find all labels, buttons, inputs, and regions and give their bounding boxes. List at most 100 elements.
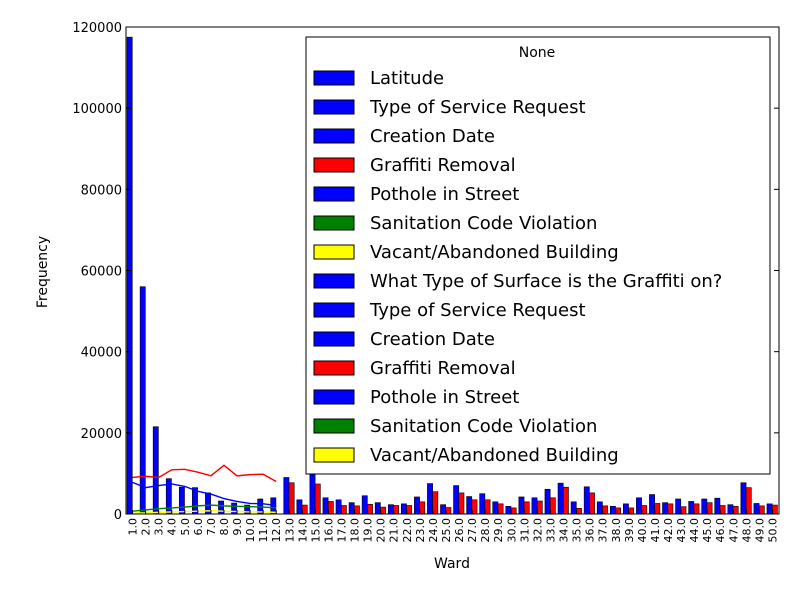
legend-label: Graffiti Removal (370, 155, 516, 176)
x-tick-label: 42.0 (662, 518, 675, 543)
bar (771, 504, 778, 515)
bar (680, 506, 687, 515)
bar (353, 505, 360, 515)
bar (609, 505, 616, 515)
lines-layer (132, 464, 277, 514)
bar (484, 499, 491, 515)
bar (549, 497, 556, 515)
bar (766, 503, 773, 515)
bar (753, 503, 760, 515)
bar (667, 503, 674, 515)
bar (296, 499, 303, 515)
legend-swatch (313, 273, 355, 289)
y-tick-label: 40000 (81, 346, 122, 361)
bar (740, 482, 747, 515)
x-tick-label: 49.0 (753, 518, 766, 543)
bar (340, 505, 347, 515)
legend-title: None (519, 45, 556, 61)
legend-swatch (313, 389, 355, 405)
x-tick-label: 45.0 (701, 518, 714, 543)
y-axis: 0 20000 40000 60000 80000 100000 120000 (72, 21, 779, 523)
bar (732, 505, 739, 515)
bar (615, 507, 622, 515)
x-tick-label: 44.0 (688, 518, 701, 543)
bar (152, 426, 159, 515)
bar (393, 505, 399, 515)
bar (602, 505, 608, 515)
bar (557, 482, 564, 515)
bar (374, 502, 381, 515)
bar (510, 507, 517, 515)
x-tick-label: 40.0 (636, 518, 649, 543)
legend-swatch (313, 157, 355, 173)
legend-swatch (313, 360, 355, 376)
legend-label: Vacant/Abandoned Building (370, 445, 619, 466)
legend-swatch (313, 70, 355, 86)
bar (126, 36, 133, 515)
bar (745, 487, 752, 515)
legend-swatch (313, 418, 355, 434)
legend-label: Type of Service Request (369, 97, 586, 118)
x-tick-label: 29.0 (492, 518, 505, 543)
bar (432, 491, 439, 515)
x-tick-label: 22.0 (401, 518, 414, 543)
legend-label: Latitude (370, 68, 444, 89)
legend-swatch (313, 302, 355, 318)
bar (505, 505, 512, 515)
x-tick-label: 43.0 (675, 518, 688, 543)
bar (518, 496, 525, 515)
x-tick-label: 41.0 (649, 518, 662, 543)
legend-swatch (313, 99, 355, 115)
x-tick-label: 17.0 (335, 518, 348, 543)
x-tick-label: 30.0 (505, 518, 518, 543)
bars-layer (126, 36, 778, 515)
bar (727, 504, 734, 515)
bar (583, 486, 590, 515)
x-tick-label: 32.0 (531, 518, 544, 543)
x-tick-label: 1.0 (127, 518, 140, 536)
bar (654, 503, 661, 515)
x-tick-label: 2.0 (140, 518, 153, 536)
legend-label: Creation Date (370, 329, 495, 350)
legend-entries: Latitude Type of Service Request Creation … (313, 68, 722, 466)
bar (335, 499, 342, 515)
x-tick-label: 11.0 (257, 518, 270, 543)
x-tick-label: 20.0 (375, 518, 388, 543)
bar (693, 503, 700, 515)
bar (231, 502, 238, 515)
bar (445, 507, 452, 515)
x-tick-label: 38.0 (610, 518, 623, 543)
x-tick-label: 21.0 (388, 518, 401, 543)
x-tick-label: 31.0 (518, 518, 531, 543)
x-tick-label: 15.0 (309, 518, 322, 543)
bar (636, 497, 642, 515)
x-tick-label: 47.0 (727, 518, 740, 543)
x-tick-label: 5.0 (179, 518, 192, 536)
bar (361, 495, 368, 515)
y-axis-title: Frequency (35, 236, 51, 308)
legend-swatch (313, 447, 355, 463)
bar (309, 471, 316, 515)
legend-label: Pothole in Street (370, 387, 519, 408)
x-tick-label: 39.0 (623, 518, 636, 543)
bar (283, 477, 290, 515)
bar (662, 502, 669, 515)
legend-label: Sanitation Code Violation (370, 416, 597, 437)
bar (589, 492, 595, 515)
bar (387, 504, 394, 515)
x-axis: 1.0 2.0 3.0 4.0 5.0 6.0 7.0 8.0 9.0 10.0 11.0 12.0 1… (127, 510, 779, 543)
x-tick-label: 8.0 (218, 518, 231, 536)
bar (628, 507, 635, 515)
x-tick-label: 24.0 (427, 518, 440, 543)
bar (367, 503, 373, 515)
x-tick-label: 27.0 (466, 518, 479, 543)
bar (458, 492, 465, 515)
bar (706, 502, 713, 515)
x-tick-label: 3.0 (153, 518, 166, 536)
bar (536, 500, 543, 515)
bar (301, 504, 308, 515)
legend-frame (305, 36, 771, 475)
legend-swatch (313, 331, 355, 347)
bar (562, 486, 569, 515)
x-tick-label: 4.0 (166, 518, 179, 536)
